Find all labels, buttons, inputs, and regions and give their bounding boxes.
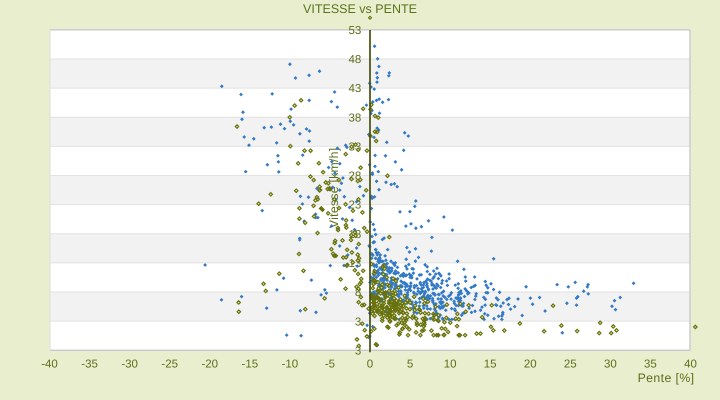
svg-text:10: 10 — [444, 358, 457, 370]
svg-text:53: 53 — [349, 25, 362, 37]
svg-text:-15: -15 — [241, 358, 258, 370]
svg-text:-5: -5 — [325, 358, 335, 370]
svg-text:-25: -25 — [161, 358, 178, 370]
svg-text:3: 3 — [355, 345, 361, 357]
svg-text:23: 23 — [349, 200, 362, 212]
svg-text:-10: -10 — [282, 358, 299, 370]
svg-text:0: 0 — [367, 358, 373, 370]
svg-text:-40: -40 — [41, 358, 58, 370]
svg-text:VITESSE vs PENTE: VITESSE vs PENTE — [303, 2, 417, 16]
svg-text:-30: -30 — [121, 358, 138, 370]
svg-text:5: 5 — [407, 358, 413, 370]
svg-text:20: 20 — [524, 358, 537, 370]
svg-text:-35: -35 — [81, 358, 98, 370]
svg-text:35: 35 — [644, 358, 657, 370]
svg-text:8: 8 — [355, 287, 361, 299]
svg-text:40: 40 — [684, 358, 697, 370]
svg-text:38: 38 — [349, 112, 362, 124]
svg-text:25: 25 — [564, 358, 577, 370]
svg-text:48: 48 — [349, 54, 362, 66]
svg-text:3: 3 — [355, 316, 361, 328]
svg-text:30: 30 — [604, 358, 617, 370]
svg-text:15: 15 — [484, 358, 497, 370]
svg-text:43: 43 — [349, 83, 362, 95]
svg-text:Pente [%]: Pente [%] — [638, 371, 695, 385]
svg-text:-20: -20 — [201, 358, 218, 370]
